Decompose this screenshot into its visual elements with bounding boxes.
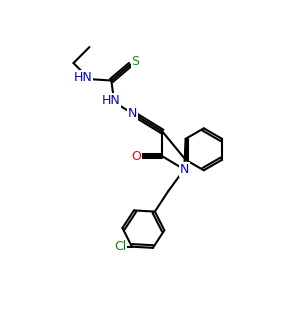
Text: N: N	[128, 107, 137, 120]
Text: HN: HN	[74, 71, 92, 84]
Text: N: N	[180, 163, 189, 176]
Text: Cl: Cl	[114, 240, 126, 253]
Text: O: O	[131, 150, 141, 163]
Text: S: S	[131, 55, 140, 68]
Text: HN: HN	[101, 94, 120, 108]
